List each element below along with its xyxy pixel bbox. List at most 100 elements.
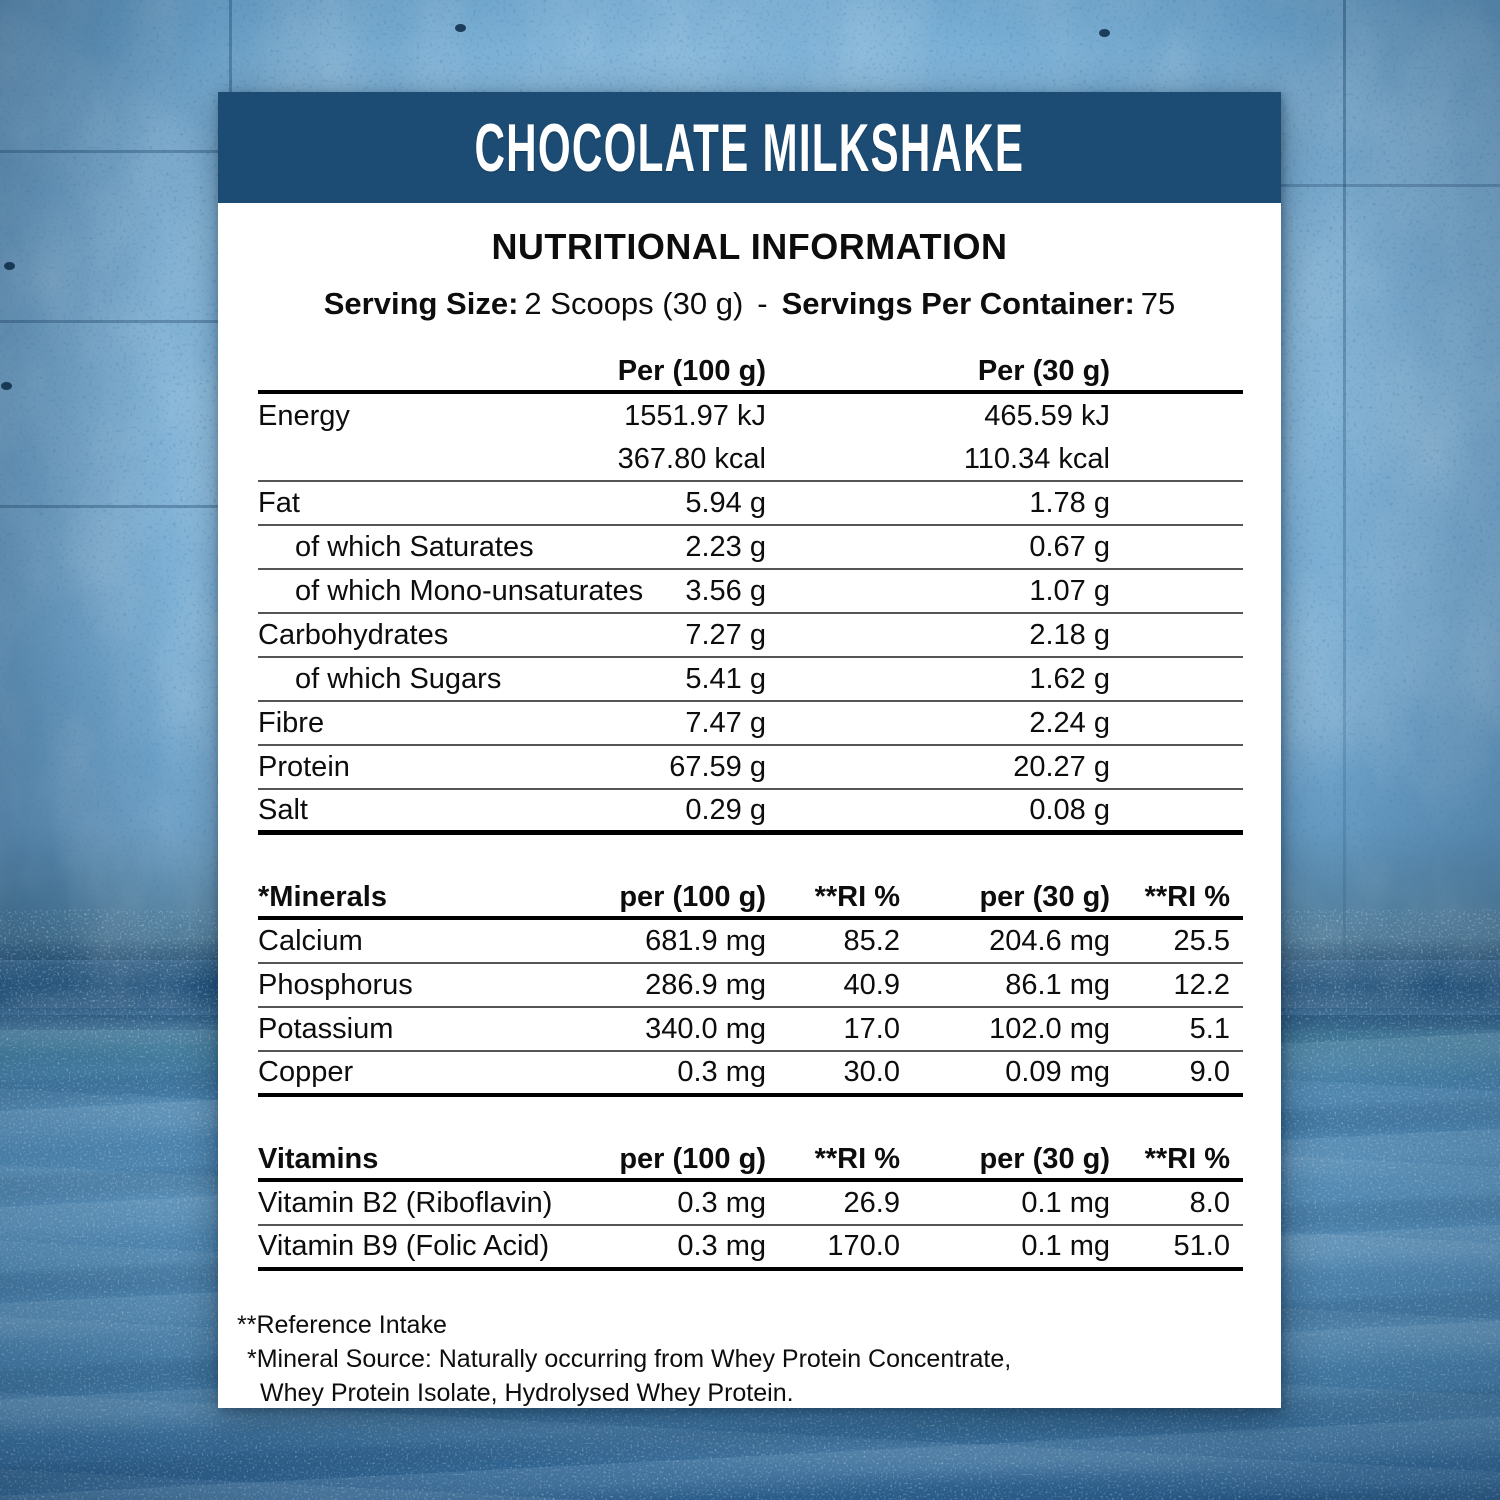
- value-per-100g: 0.3 mg: [677, 1187, 766, 1219]
- table-row: Potassium 340.0 mg 17.0 102.0 mg 5.1: [258, 1008, 1243, 1052]
- col-header-per-100g: per (100 g): [619, 1143, 766, 1175]
- value-ri-percent: 25.5: [1173, 925, 1230, 957]
- nutrient-label: Carbohydrates: [258, 619, 449, 651]
- table-header-row: Vitamins per (100 g) **RI % per (30 g) *…: [258, 1140, 1243, 1182]
- value-per-100g: 7.27 g: [685, 619, 766, 651]
- value-per-100g: 3.56 g: [685, 575, 766, 607]
- value-per-30g: 2.24 g: [1029, 707, 1110, 739]
- table-row: Copper 0.3 mg 30.0 0.09 mg 9.0: [258, 1052, 1243, 1097]
- value-ri-percent: 12.2: [1173, 969, 1230, 1001]
- footnote-reference-intake: **Reference Intake: [237, 1311, 447, 1339]
- col-header-ri-percent: **RI %: [1144, 881, 1230, 913]
- table-row: Fibre 7.47 g 2.24 g: [258, 702, 1243, 746]
- value-per-100g: 7.47 g: [685, 707, 766, 739]
- col-header-per-100g: Per (100 g): [617, 355, 766, 387]
- value-per-100g: 1551.97 kJ: [624, 400, 766, 432]
- value-per-30g: 20.27 g: [1013, 751, 1110, 783]
- value-ri-percent: 170.0: [827, 1230, 900, 1262]
- serving-size-label: Serving Size:: [323, 286, 519, 321]
- value-per-30g: 2.18 g: [1029, 619, 1110, 651]
- value-per-30g: 0.67 g: [1029, 531, 1110, 563]
- value-per-100g: 2.23 g: [685, 531, 766, 563]
- serving-info-line: Serving Size: 2 Scoops (30 g) - Servings Pe…: [218, 286, 1281, 322]
- value-per-30g: 0.09 mg: [1005, 1056, 1110, 1088]
- product-title: CHOCOLATE MILKSHAKE: [474, 109, 1025, 186]
- mineral-label: Copper: [258, 1056, 354, 1088]
- vitamin-label: Vitamin B2 (Riboflavin): [258, 1187, 553, 1219]
- form-tie-hole: [1, 382, 12, 390]
- table-row: Calcium 681.9 mg 85.2 204.6 mg 25.5: [258, 920, 1243, 964]
- table-row: Vitamin B2 (Riboflavin) 0.3 mg 26.9 0.1 …: [258, 1182, 1243, 1226]
- value-per-100g: 67.59 g: [669, 751, 766, 783]
- value-per-30g: 1.78 g: [1029, 487, 1110, 519]
- value-per-30g: 1.62 g: [1029, 663, 1110, 695]
- value-ri-percent: 8.0: [1189, 1187, 1230, 1219]
- footnote-mineral-source-cont: Whey Protein Isolate, Hydrolysed Whey Pr…: [260, 1379, 794, 1407]
- value-per-30g: 86.1 mg: [1005, 969, 1110, 1001]
- value-ri-percent: 9.0: [1189, 1056, 1230, 1088]
- mineral-label: Potassium: [258, 1013, 394, 1045]
- value-ri-percent: 17.0: [843, 1013, 900, 1045]
- wall-joint-line: [0, 320, 218, 323]
- value-per-100g: 286.9 mg: [645, 969, 766, 1001]
- col-header-per-30g: per (30 g): [979, 881, 1110, 913]
- value-per-100g: 0.3 mg: [677, 1056, 766, 1088]
- vitamins-header-label: Vitamins: [258, 1143, 379, 1175]
- table-row: Salt 0.29 g 0.08 g: [258, 790, 1243, 835]
- nutrient-sublabel: of which Mono-unsaturates: [295, 575, 644, 607]
- value-ri-percent: 51.0: [1173, 1230, 1230, 1262]
- nutrition-label-card: CHOCOLATE MILKSHAKE NUTRITIONAL INFORMAT…: [218, 92, 1281, 1408]
- table-row: Energy 1551.97 kJ 465.59 kJ: [258, 394, 1243, 438]
- table-row: Phosphorus 286.9 mg 40.9 86.1 mg 12.2: [258, 964, 1243, 1008]
- value-per-30g: 204.6 mg: [989, 925, 1110, 957]
- minerals-table: *Minerals per (100 g) **RI % per (30 g) …: [258, 878, 1243, 1097]
- nutrient-label: Protein: [258, 751, 350, 783]
- form-tie-hole: [1099, 29, 1110, 37]
- form-tie-hole: [4, 262, 15, 270]
- wall-joint-line: [0, 150, 218, 153]
- footnote-mineral-source: *Mineral Source: Naturally occurring fro…: [247, 1345, 1012, 1373]
- col-header-ri-percent: **RI %: [814, 881, 900, 913]
- table-row: Protein 67.59 g 20.27 g: [258, 746, 1243, 790]
- nutrient-label: Energy: [258, 400, 350, 432]
- value-ri-percent: 5.1: [1189, 1013, 1230, 1045]
- form-tie-hole: [455, 24, 466, 32]
- value-ri-percent: 26.9: [843, 1187, 900, 1219]
- table-row: Carbohydrates 7.27 g 2.18 g: [258, 614, 1243, 658]
- servings-per-container-label: Servings Per Container:: [781, 286, 1135, 321]
- table-row: of which Sugars 5.41 g 1.62 g: [258, 658, 1243, 702]
- value-ri-percent: 40.9: [843, 969, 900, 1001]
- value-per-100g: 340.0 mg: [645, 1013, 766, 1045]
- table-row: of which Mono-unsaturates 3.56 g 1.07 g: [258, 570, 1243, 614]
- col-header-ri-percent: **RI %: [1144, 1143, 1230, 1175]
- table-header-row: *Minerals per (100 g) **RI % per (30 g) …: [258, 878, 1243, 920]
- wall-joint-line: [229, 0, 232, 92]
- vitamin-label: Vitamin B9 (Folic Acid): [258, 1230, 550, 1262]
- mineral-label: Calcium: [258, 925, 363, 957]
- value-per-30g: 465.59 kJ: [984, 400, 1110, 432]
- mineral-label: Phosphorus: [258, 969, 413, 1001]
- serving-size-value: 2 Scoops (30 g): [524, 286, 744, 321]
- value-per-30g: 0.08 g: [1029, 794, 1110, 826]
- nutrient-label: Fat: [258, 487, 300, 519]
- table-row: Vitamin B9 (Folic Acid) 0.3 mg 170.0 0.1…: [258, 1226, 1243, 1271]
- value-per-100g: 5.41 g: [685, 663, 766, 695]
- table-row: 367.80 kcal 110.34 kcal: [258, 438, 1243, 482]
- col-header-ri-percent: **RI %: [814, 1143, 900, 1175]
- value-ri-percent: 85.2: [843, 925, 900, 957]
- separator-dash: -: [757, 286, 768, 321]
- col-header-per-30g: per (30 g): [979, 1143, 1110, 1175]
- table-header-row: Per (100 g) Per (30 g): [258, 352, 1243, 394]
- value-per-30g: 0.1 mg: [1021, 1187, 1110, 1219]
- value-per-100g: 0.3 mg: [677, 1230, 766, 1262]
- nutrient-label: Salt: [258, 794, 308, 826]
- vitamins-table: Vitamins per (100 g) **RI % per (30 g) *…: [258, 1140, 1243, 1271]
- value-per-100g: 5.94 g: [685, 487, 766, 519]
- title-banner: CHOCOLATE MILKSHAKE: [218, 92, 1281, 203]
- wall-joint-line: [1343, 0, 1346, 958]
- servings-per-container-value: 75: [1140, 286, 1176, 321]
- value-per-100g: 367.80 kcal: [617, 443, 766, 475]
- nutrition-table: Per (100 g) Per (30 g) Energy 1551.97 kJ…: [258, 352, 1243, 835]
- minerals-header-label: *Minerals: [258, 881, 387, 913]
